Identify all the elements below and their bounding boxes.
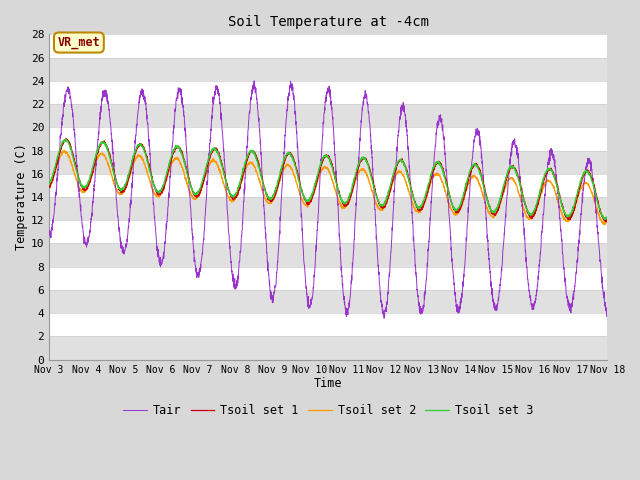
Tsoil set 1: [399, 158, 407, 164]
Bar: [49, 243, 607, 267]
Tsoil set 1: [435, 160, 443, 166]
Bar: [49, 313, 607, 336]
Tair: [465, 200, 472, 206]
Tsoil set 2: [399, 171, 407, 177]
Title: Soil Temperature at -4cm: Soil Temperature at -4cm: [228, 15, 429, 29]
Tsoil set 2: [435, 171, 442, 177]
Bar: [49, 81, 607, 104]
Tair: [250, 78, 258, 84]
Tsoil set 1: [506, 166, 514, 172]
Line: Tair: Tair: [49, 81, 607, 318]
Tsoil set 2: [604, 218, 611, 224]
Bar: [49, 127, 607, 151]
Tsoil set 1: [435, 158, 442, 164]
Tsoil set 1: [604, 217, 611, 223]
Tair: [506, 156, 514, 162]
Y-axis label: Temperature (C): Temperature (C): [15, 144, 28, 251]
Tsoil set 2: [506, 176, 514, 181]
Bar: [49, 104, 607, 127]
Tsoil set 3: [601, 216, 609, 222]
Tsoil set 2: [45, 184, 53, 190]
Tsoil set 3: [465, 172, 472, 178]
Tsoil set 2: [600, 222, 607, 228]
Tsoil set 3: [435, 159, 443, 165]
Text: VR_met: VR_met: [58, 36, 100, 49]
Bar: [49, 267, 607, 290]
Tair: [399, 100, 407, 106]
Tsoil set 3: [506, 166, 514, 171]
Tsoil set 2: [465, 180, 472, 186]
Tsoil set 1: [223, 180, 230, 185]
Bar: [49, 336, 607, 360]
X-axis label: Time: Time: [314, 377, 342, 390]
Tsoil set 1: [603, 219, 611, 225]
Tair: [45, 232, 53, 238]
Bar: [49, 220, 607, 243]
Tsoil set 1: [62, 136, 70, 142]
Tsoil set 2: [435, 172, 443, 178]
Bar: [49, 58, 607, 81]
Tair: [604, 305, 611, 311]
Tsoil set 3: [435, 160, 442, 166]
Bar: [49, 290, 607, 313]
Line: Tsoil set 1: Tsoil set 1: [49, 139, 607, 222]
Tsoil set 3: [399, 159, 407, 165]
Bar: [49, 197, 607, 220]
Tsoil set 3: [223, 180, 230, 185]
Bar: [49, 35, 607, 58]
Tsoil set 3: [45, 181, 53, 187]
Tair: [435, 113, 443, 119]
Tsoil set 1: [465, 178, 472, 183]
Line: Tsoil set 2: Tsoil set 2: [49, 151, 607, 225]
Tsoil set 3: [604, 216, 611, 221]
Line: Tsoil set 3: Tsoil set 3: [49, 140, 607, 219]
Tsoil set 3: [61, 137, 69, 143]
Tsoil set 1: [45, 184, 53, 190]
Legend: Tair, Tsoil set 1, Tsoil set 2, Tsoil set 3: Tair, Tsoil set 1, Tsoil set 2, Tsoil se…: [118, 400, 538, 422]
Tair: [380, 315, 388, 321]
Tsoil set 2: [61, 148, 69, 154]
Tsoil set 2: [223, 189, 230, 195]
Tair: [435, 118, 443, 124]
Bar: [49, 174, 607, 197]
Bar: [49, 151, 607, 174]
Tair: [222, 187, 230, 193]
